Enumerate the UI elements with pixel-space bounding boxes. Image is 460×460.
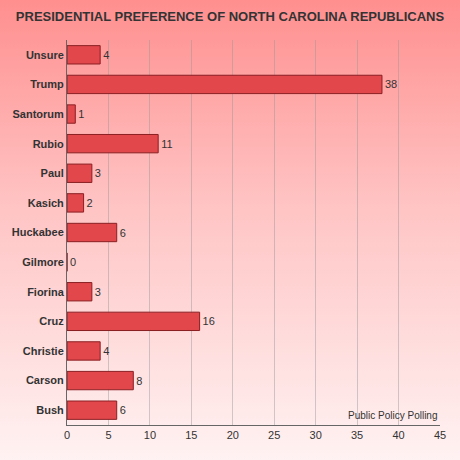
svg-text:5: 5 — [105, 429, 111, 441]
svg-text:Fiorina: Fiorina — [27, 286, 65, 298]
svg-text:25: 25 — [268, 429, 280, 441]
svg-text:2: 2 — [87, 197, 93, 209]
svg-text:6: 6 — [120, 227, 126, 239]
svg-text:1: 1 — [78, 108, 84, 120]
svg-text:Kasich: Kasich — [28, 197, 64, 209]
svg-text:15: 15 — [185, 429, 197, 441]
svg-text:35: 35 — [351, 429, 363, 441]
svg-text:45: 45 — [434, 429, 446, 441]
svg-text:PRESIDENTIAL PREFERENCE OF NOR: PRESIDENTIAL PREFERENCE OF NORTH CAROLIN… — [16, 9, 445, 24]
svg-text:Christie: Christie — [23, 345, 64, 357]
svg-text:Gilmore: Gilmore — [22, 256, 64, 268]
svg-text:30: 30 — [310, 429, 322, 441]
svg-text:20: 20 — [227, 429, 239, 441]
svg-text:3: 3 — [95, 286, 101, 298]
svg-text:11: 11 — [161, 138, 172, 150]
svg-text:Paul: Paul — [41, 167, 64, 179]
svg-text:40: 40 — [392, 429, 404, 441]
svg-text:Unsure: Unsure — [26, 49, 64, 61]
svg-text:3: 3 — [95, 167, 101, 179]
svg-text:Rubio: Rubio — [33, 138, 64, 150]
svg-text:Trump: Trump — [30, 78, 64, 90]
svg-text:Carson: Carson — [26, 374, 64, 386]
svg-text:10: 10 — [144, 429, 156, 441]
svg-text:16: 16 — [203, 315, 215, 327]
svg-text:4: 4 — [103, 345, 109, 357]
svg-text:8: 8 — [136, 375, 142, 387]
svg-text:Cruz: Cruz — [39, 315, 64, 327]
svg-text:0: 0 — [70, 256, 76, 268]
svg-text:Public Policy Polling: Public Policy Polling — [348, 410, 438, 421]
svg-text:Santorum: Santorum — [12, 108, 64, 120]
svg-text:6: 6 — [120, 404, 126, 416]
svg-text:38: 38 — [385, 78, 397, 90]
svg-text:Huckabee: Huckabee — [12, 226, 64, 238]
svg-text:0: 0 — [64, 429, 70, 441]
svg-text:Bush: Bush — [36, 404, 64, 416]
svg-text:4: 4 — [103, 49, 109, 61]
